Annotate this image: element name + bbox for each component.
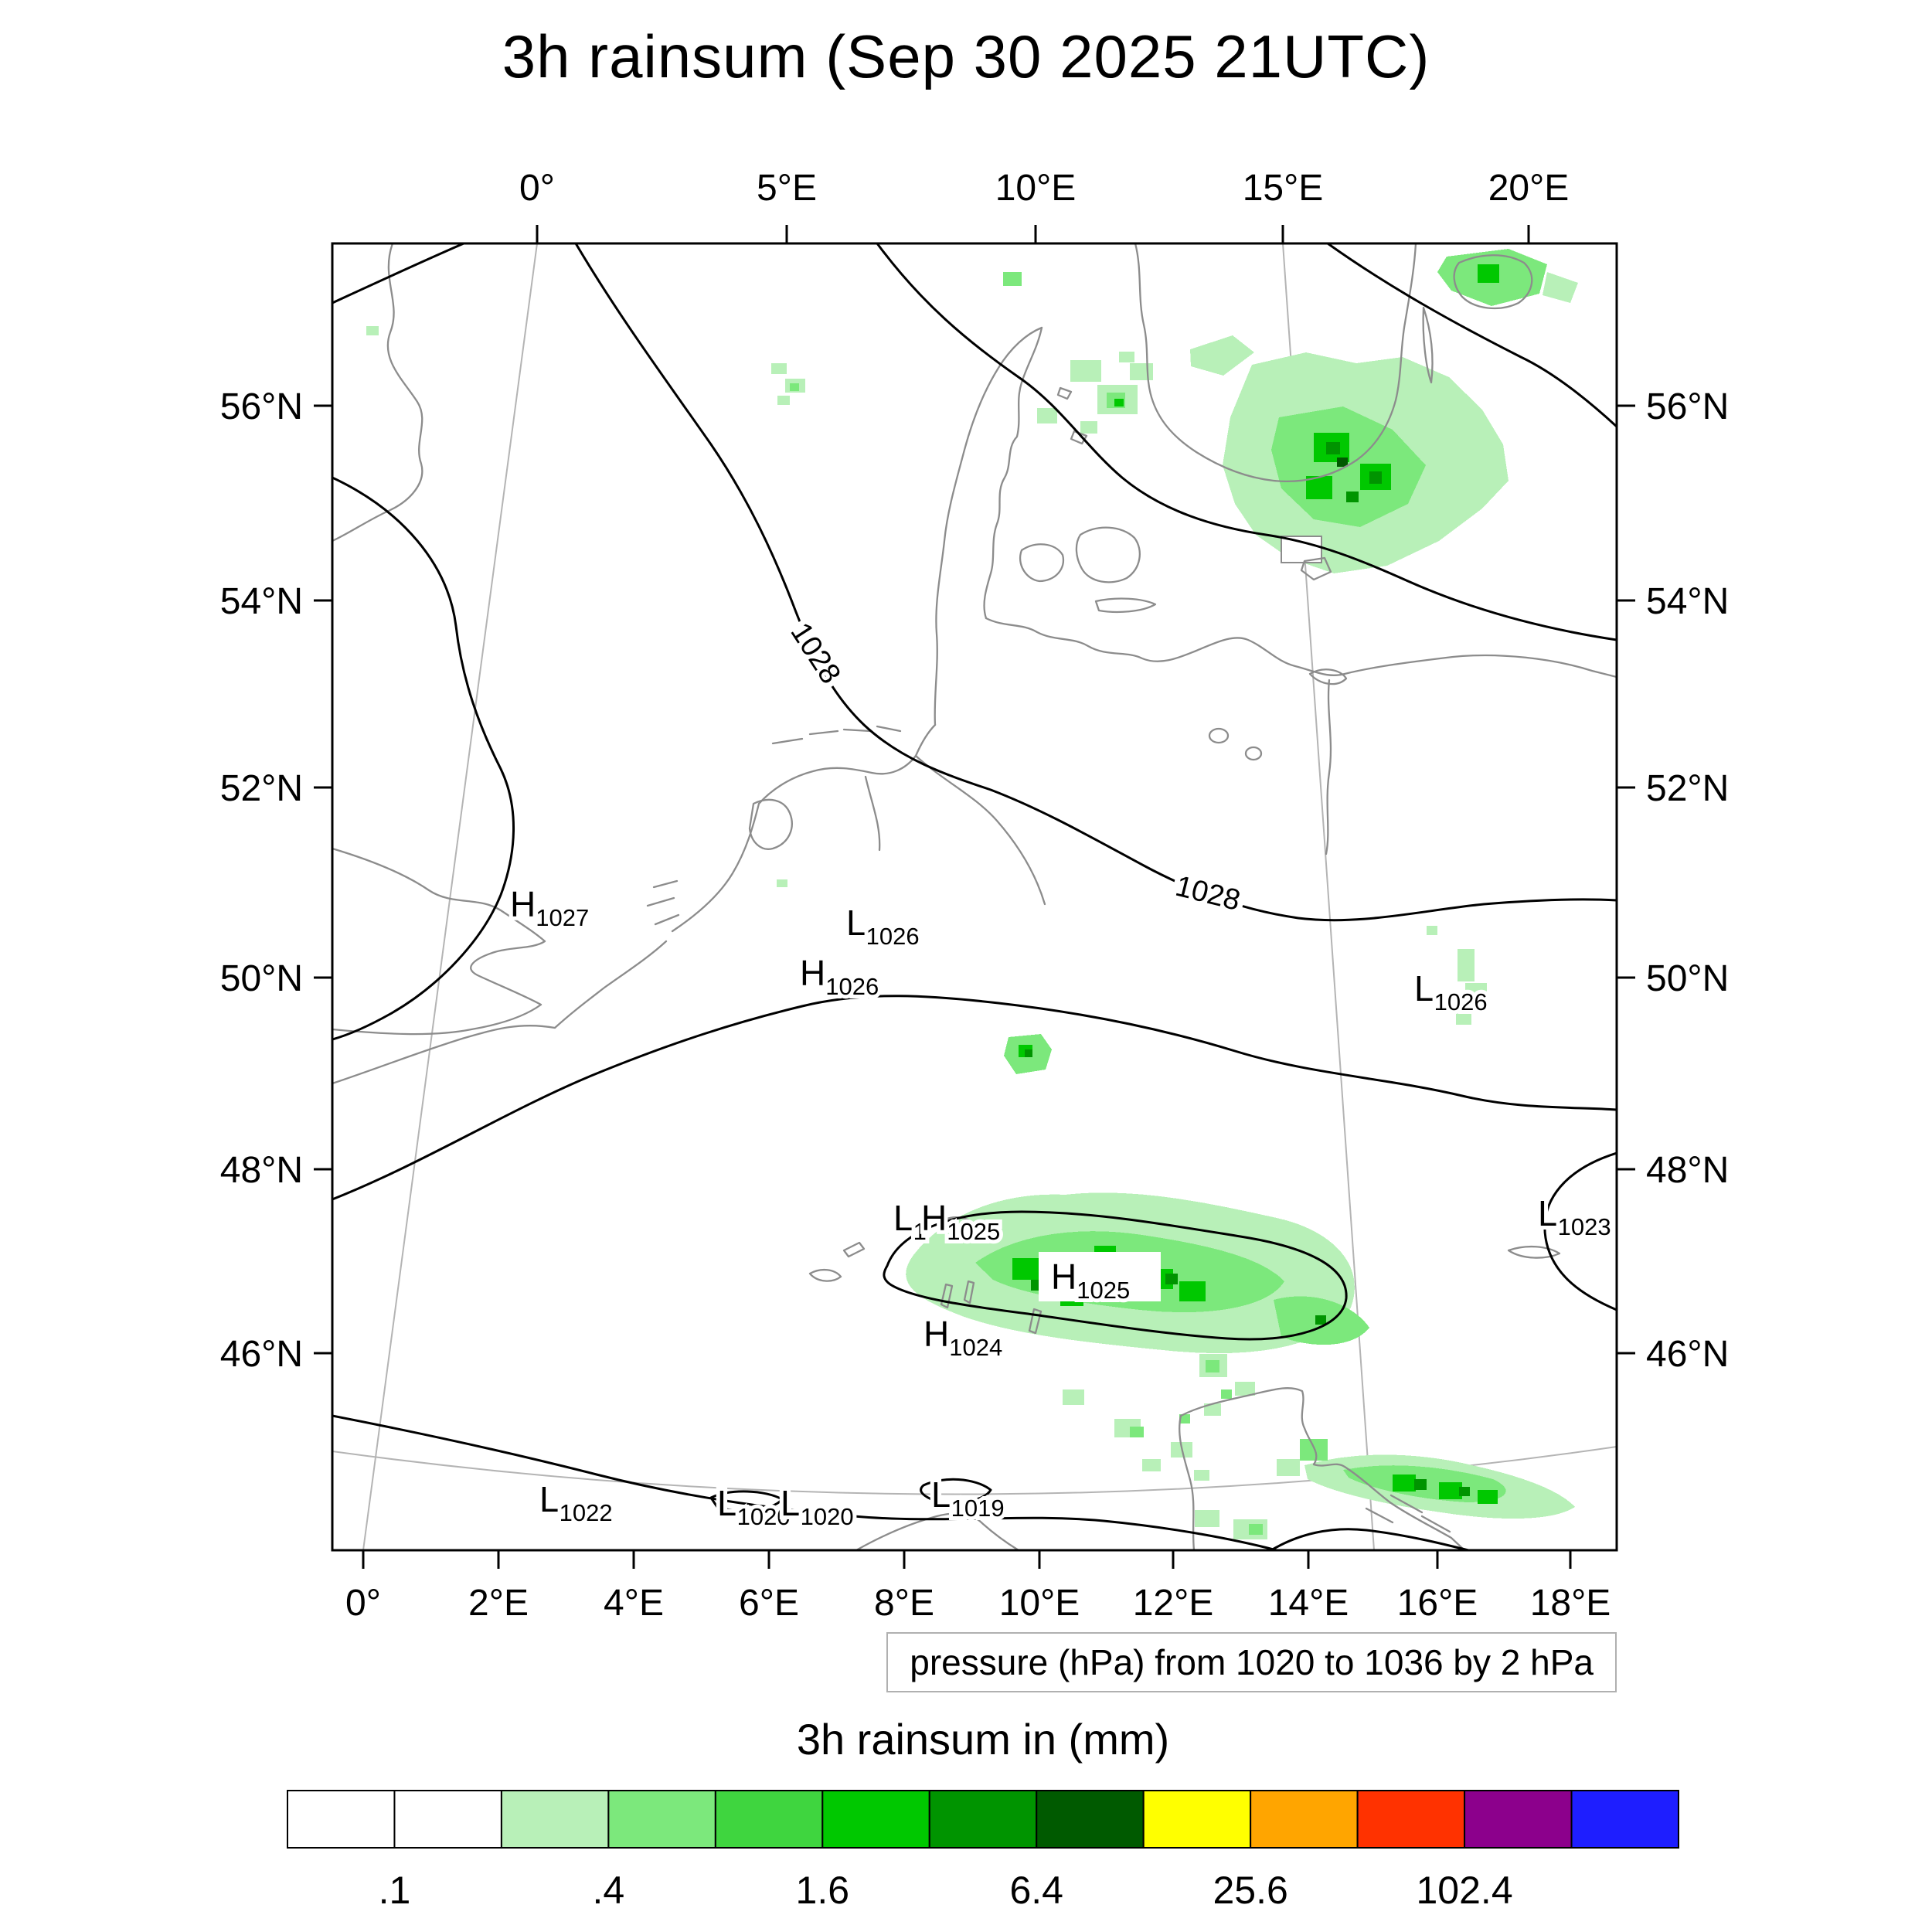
- colorbar-tick-label: .4: [593, 1869, 625, 1912]
- pressure-center-label: H1025: [1051, 1257, 1130, 1304]
- axis-tick-label: 46°N: [1646, 1334, 1729, 1375]
- colorbar-tick-label: 6.4: [1009, 1869, 1063, 1912]
- colorbar-cell: [1036, 1790, 1145, 1849]
- colorbar-title: 3h rainsum in (mm): [796, 1715, 1170, 1764]
- axis-tick-label: 46°N: [220, 1334, 303, 1375]
- axis-tick-label: 0°: [345, 1583, 381, 1624]
- axis-tick-label: 0°: [519, 168, 555, 209]
- pressure-caption: pressure (hPa) from 1020 to 1036 by 2 hP…: [886, 1632, 1617, 1692]
- axis-tick-label: 16°E: [1397, 1583, 1478, 1624]
- pressure-center-label: H1027: [510, 884, 589, 931]
- pressure-contours: [332, 243, 1617, 1550]
- axis-tick-label: 4°E: [604, 1583, 664, 1624]
- axis-tick-label: 18°E: [1530, 1583, 1611, 1624]
- axis-tick-label: 56°N: [220, 386, 303, 427]
- colorbar-cell: [1570, 1790, 1679, 1849]
- colorbar-tick-label: 102.4: [1417, 1869, 1513, 1912]
- map-frame: [331, 242, 1618, 1552]
- colorbar-cell: [287, 1790, 396, 1849]
- pressure-center-label: L1020: [781, 1483, 854, 1530]
- pressure-center-label: H1025: [921, 1198, 1000, 1245]
- colorbar-cell: [500, 1790, 610, 1849]
- axis-tick-label: 54°N: [220, 581, 303, 622]
- pressure-center-label: L1023: [1538, 1193, 1611, 1240]
- coastlines: [332, 243, 1617, 1550]
- axes-layer: 0° 5°E 10°E 15°E 20°E 0° 2°E 4°E 6°E 8°E 10°E 12°E 1…: [220, 168, 1730, 1624]
- axis-tick-label: 52°N: [1646, 768, 1729, 809]
- axis-tick-label: 15°E: [1243, 168, 1324, 209]
- axis-tick-label: 8°E: [874, 1583, 934, 1624]
- pressure-center-label: L1026: [846, 903, 920, 950]
- colorbar-cell: [821, 1790, 930, 1849]
- axis-tick-label: 50°N: [1646, 958, 1729, 999]
- page-title: 3h rainsum (Sep 30 2025 21UTC): [502, 22, 1430, 90]
- colorbar-cell: [393, 1790, 502, 1849]
- colorbar: .1 .4 1.6 6.4 25.6 102.4: [287, 1790, 1679, 1912]
- axis-tick-label: 12°E: [1133, 1583, 1214, 1624]
- pressure-center-label: L1019: [931, 1475, 1005, 1522]
- axis-tick-label: 20°E: [1488, 168, 1570, 209]
- axis-tick-label: 50°N: [220, 958, 303, 999]
- pressure-center-label: L1020: [717, 1483, 791, 1530]
- pressure-center-label: L1022: [539, 1479, 613, 1526]
- pressure-center-label: H1026: [800, 953, 879, 1000]
- colorbar-tick-label: .1: [379, 1869, 411, 1912]
- colorbar-cell: [714, 1790, 824, 1849]
- axis-tick-label: 52°N: [220, 768, 303, 809]
- colorbar-tick-label: 25.6: [1213, 1869, 1287, 1912]
- colorbar-cell: [607, 1790, 716, 1849]
- colorbar-tick-label: 1.6: [796, 1869, 850, 1912]
- label-box: [1039, 1252, 1161, 1301]
- axis-tick-label: 10°E: [999, 1583, 1080, 1624]
- pressure-center-label: H1024: [923, 1314, 1002, 1361]
- axis-tick-label: 56°N: [1646, 386, 1729, 427]
- axis-tick-label: 10°E: [995, 168, 1077, 209]
- colorbar-cell: [928, 1790, 1038, 1849]
- colorbar-cell: [1250, 1790, 1359, 1849]
- axis-tick-label: 14°E: [1268, 1583, 1349, 1624]
- axis-tick-label: 6°E: [739, 1583, 799, 1624]
- contour-value-label: 1028: [784, 617, 846, 690]
- axis-tick-label: 54°N: [1646, 581, 1729, 622]
- axis-tick-label: 2°E: [468, 1583, 529, 1624]
- pressure-center-label: L1026: [1414, 968, 1488, 1015]
- axis-tick-label: 48°N: [220, 1150, 303, 1191]
- colorbar-cell: [1356, 1790, 1466, 1849]
- colorbar-cell: [1142, 1790, 1252, 1849]
- contour-value-label: 1028: [1172, 870, 1243, 917]
- axis-tick-label: 5°E: [757, 168, 817, 209]
- colorbar-cell: [1464, 1790, 1573, 1849]
- axis-tick-label: 48°N: [1646, 1150, 1729, 1191]
